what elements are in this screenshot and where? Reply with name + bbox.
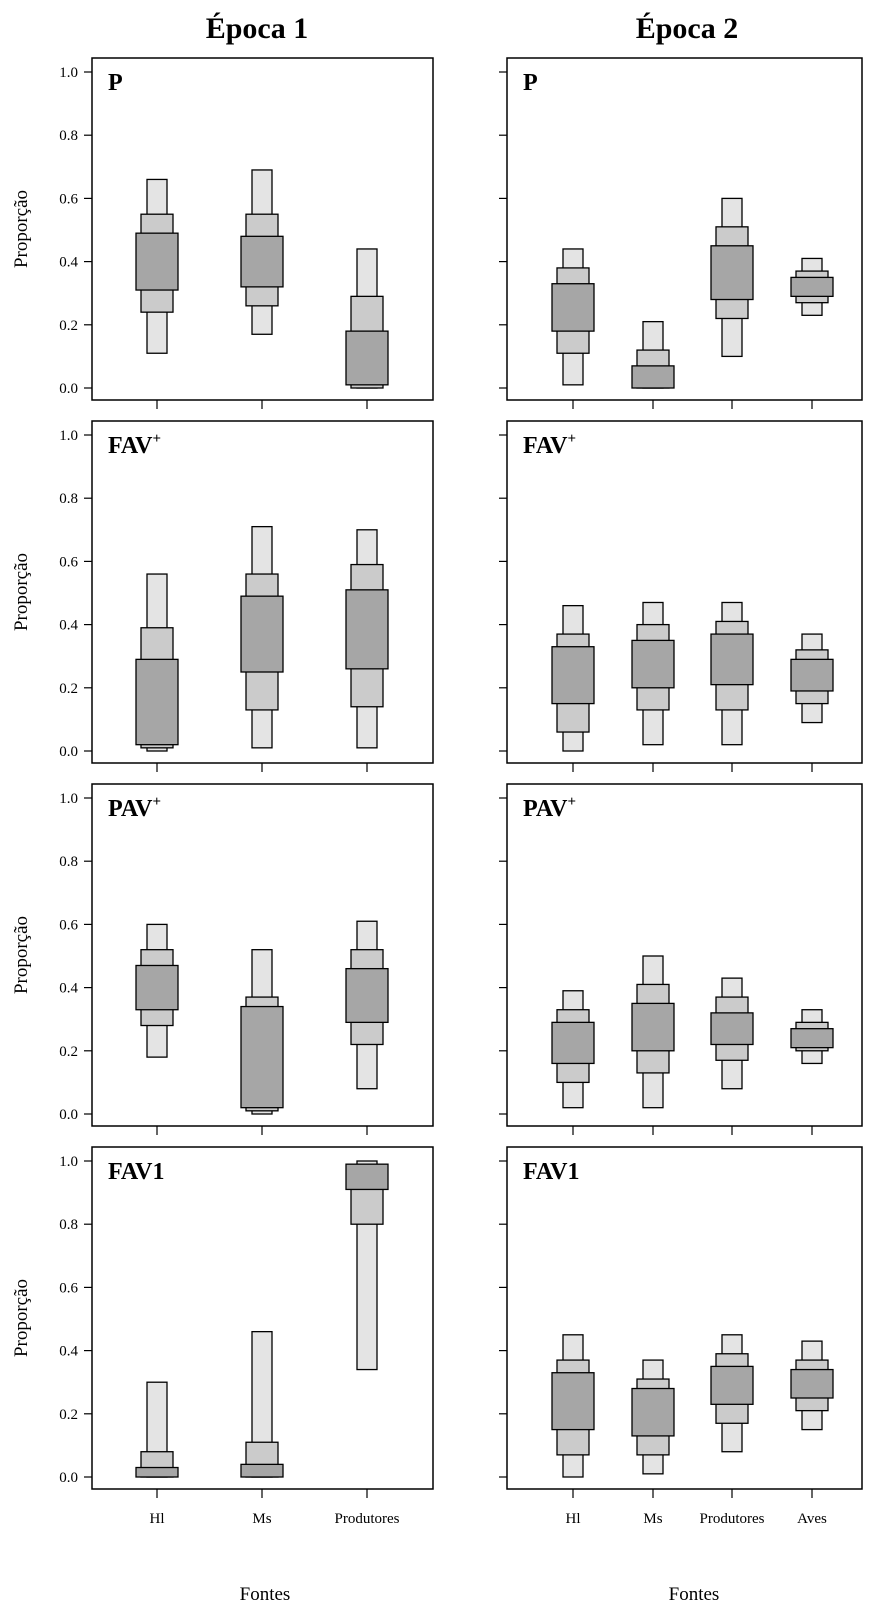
y-tick-label: 0.6 bbox=[59, 1280, 78, 1296]
panel-label-superscript: + bbox=[152, 794, 161, 810]
y-tick-label: 1.0 bbox=[59, 65, 78, 81]
box-ci50-ms bbox=[240, 595, 284, 673]
panel-1: 0.0 0.2 0.4 0.6 0.8 1.0 Proporção P bbox=[11, 57, 434, 409]
box-ci50-produtores bbox=[345, 967, 389, 1024]
x-tick-label: Produtores bbox=[335, 1511, 400, 1527]
box-ci50-hl bbox=[135, 658, 179, 746]
column-title-epoca-1: Época 1 bbox=[206, 12, 309, 45]
y-tick-label: 0.8 bbox=[59, 128, 78, 144]
box-ci50-hl bbox=[135, 964, 179, 1011]
panel-frame bbox=[506, 783, 863, 1127]
box-ci50-hl bbox=[135, 1466, 179, 1478]
box-ci50-aves bbox=[790, 658, 834, 692]
panel-frame bbox=[506, 420, 863, 764]
y-tick-label: 0.0 bbox=[59, 381, 78, 397]
y-tick-label: 1.0 bbox=[59, 1154, 78, 1170]
panel-label: PAV+ bbox=[523, 794, 576, 822]
y-tick-label: 1.0 bbox=[59, 791, 78, 807]
y-tick-label: 0.4 bbox=[59, 618, 78, 634]
y-axis-title: Proporção bbox=[11, 190, 32, 268]
panel-8: FAV1 Hl Ms Produtores Aves bbox=[499, 1146, 863, 1527]
box-ci50-ms bbox=[631, 365, 675, 389]
panel-label: FAV1 bbox=[523, 1159, 579, 1185]
y-tick-label: 0.0 bbox=[59, 744, 78, 760]
panel-label: FAV1 bbox=[108, 1159, 164, 1185]
panel-label-superscript: + bbox=[567, 431, 576, 447]
panel-4: FAV+ bbox=[499, 420, 863, 772]
panel-label: FAV+ bbox=[523, 431, 576, 459]
box-ci50-hl bbox=[551, 283, 595, 332]
y-tick-label: 0.6 bbox=[59, 191, 78, 207]
y-tick-label: 0.0 bbox=[59, 1470, 78, 1486]
y-tick-label: 0.2 bbox=[59, 1044, 78, 1060]
y-axis-title: Proporção bbox=[11, 916, 32, 994]
panel-3: 0.0 0.2 0.4 0.6 0.8 1.0 Proporção FAV+ bbox=[11, 420, 434, 772]
y-axis-title: Proporção bbox=[11, 1279, 32, 1357]
y-axis-title: Proporção bbox=[11, 553, 32, 631]
x-axis-title-epoca-2: Fontes bbox=[669, 1584, 720, 1605]
x-axis-titles: Fontes Fontes bbox=[240, 1584, 720, 1605]
y-tick-label: 0.6 bbox=[59, 917, 78, 933]
box-ci50-ms bbox=[240, 1005, 284, 1109]
panel-label: PAV+ bbox=[108, 794, 161, 822]
box-ci50-produtores bbox=[345, 589, 389, 670]
box-ci50-hl bbox=[551, 1372, 595, 1431]
box-ci50-ms bbox=[631, 1387, 675, 1437]
box-ci50-hl bbox=[551, 1021, 595, 1065]
box-ci50-ms bbox=[240, 1463, 284, 1478]
column-title-epoca-2: Época 2 bbox=[636, 12, 739, 45]
y-tick-label: 0.2 bbox=[59, 681, 78, 697]
panel-label: P bbox=[108, 70, 123, 96]
box-ci50-ms bbox=[631, 1002, 675, 1052]
box-ci50-produtores bbox=[345, 330, 389, 386]
x-tick-label: Produtores bbox=[700, 1511, 765, 1527]
box-ci50-produtores bbox=[710, 245, 754, 301]
y-tick-label: 1.0 bbox=[59, 428, 78, 444]
y-tick-label: 0.4 bbox=[59, 255, 78, 271]
box-ci50-produtores bbox=[710, 1012, 754, 1046]
x-tick-label: Ms bbox=[252, 1511, 271, 1527]
panel-5: 0.0 0.2 0.4 0.6 0.8 1.0 Proporção PAV+ bbox=[11, 783, 434, 1135]
panel-frame bbox=[506, 1146, 863, 1490]
panel-7: 0.0 0.2 0.4 0.6 0.8 1.0 Proporção FAV1 Hl Ms Produ… bbox=[11, 1146, 434, 1527]
panel-label-superscript: + bbox=[152, 431, 161, 447]
box-ci50-produtores bbox=[710, 1365, 754, 1405]
box-ci50-aves bbox=[790, 1368, 834, 1399]
box-ci50-produtores bbox=[710, 633, 754, 686]
box-ci50-ms bbox=[631, 639, 675, 689]
panel-6: PAV+ bbox=[499, 783, 863, 1135]
panel-label: FAV+ bbox=[108, 431, 161, 459]
x-tick-label: Aves bbox=[797, 1511, 827, 1527]
panel-label-superscript: + bbox=[567, 794, 576, 810]
y-tick-label: 0.4 bbox=[59, 981, 78, 997]
panel-label: P bbox=[523, 70, 538, 96]
x-tick-label: Ms bbox=[643, 1511, 662, 1527]
y-tick-label: 0.8 bbox=[59, 1217, 78, 1233]
y-tick-label: 0.0 bbox=[59, 1107, 78, 1123]
y-tick-label: 0.6 bbox=[59, 554, 78, 570]
x-axis-title-epoca-1: Fontes bbox=[240, 1584, 291, 1605]
panel-2: P bbox=[499, 57, 863, 409]
column-titles: Época 1 Época 2 bbox=[206, 12, 739, 45]
y-tick-label: 0.2 bbox=[59, 1407, 78, 1423]
y-tick-label: 0.8 bbox=[59, 854, 78, 870]
box-ci50-hl bbox=[551, 646, 595, 705]
box-ci50-aves bbox=[790, 276, 834, 298]
x-tick-label: Hl bbox=[150, 1511, 165, 1527]
box-ci50-ms bbox=[240, 235, 284, 288]
y-tick-label: 0.4 bbox=[59, 1344, 78, 1360]
panel-frame bbox=[506, 57, 863, 401]
y-tick-label: 0.2 bbox=[59, 318, 78, 334]
y-tick-label: 0.8 bbox=[59, 491, 78, 507]
box-ci50-hl bbox=[135, 232, 179, 291]
box-ci50-produtores bbox=[345, 1163, 389, 1191]
x-tick-label: Hl bbox=[566, 1511, 581, 1527]
box-ci50-aves bbox=[790, 1028, 834, 1049]
